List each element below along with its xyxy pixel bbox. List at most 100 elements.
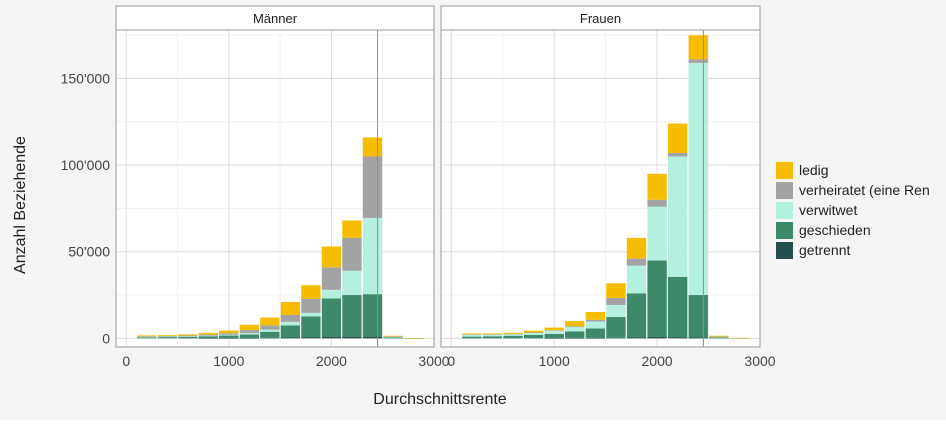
bar-segment-verheiratet bbox=[482, 334, 503, 335]
bar-segment-ledig bbox=[301, 285, 321, 300]
bar-segment-verheiratet bbox=[137, 336, 157, 337]
bar-segment-geschieden bbox=[688, 295, 708, 338]
bar-segment-geschieden bbox=[342, 295, 362, 337]
legend: ledig verheiratet (eine Ren verwitwet ge… bbox=[776, 160, 946, 260]
bar-segment-geschieden bbox=[462, 336, 482, 339]
panel-background bbox=[116, 30, 434, 347]
bar-segment-getrennt bbox=[565, 337, 585, 339]
bar-segment-verwitwet bbox=[482, 334, 503, 337]
legend-key-getrennt bbox=[776, 241, 793, 259]
bar-segment-getrennt bbox=[362, 336, 383, 339]
bar-segment-getrennt bbox=[606, 337, 626, 339]
y-tick-label: 100'000 bbox=[61, 157, 111, 173]
bar-segment-verheiratet bbox=[260, 325, 280, 330]
bar-segment-ledig bbox=[667, 123, 688, 153]
bar-segment-verheiratet bbox=[342, 237, 362, 271]
panel-background bbox=[441, 30, 760, 347]
bar-segment-ledig bbox=[219, 330, 239, 334]
bar-segment-verheiratet bbox=[585, 319, 606, 322]
bar-segment-verwitwet bbox=[709, 336, 729, 338]
bar-segment-ledig bbox=[403, 337, 424, 339]
bar-segment-verwitwet bbox=[688, 62, 708, 296]
facet-title: Frauen bbox=[580, 11, 621, 26]
bar-segment-verheiratet bbox=[688, 59, 708, 63]
bar-segment-verwitwet bbox=[321, 289, 342, 299]
bar-segment-getrennt bbox=[260, 337, 280, 339]
bar-segment-geschieden bbox=[301, 316, 321, 338]
bar-segment-verheiratet bbox=[239, 330, 260, 334]
legend-label-verheiratet: verheiratet (eine Ren bbox=[799, 182, 930, 198]
bar-segment-verheiratet bbox=[565, 326, 585, 328]
bar-segment-verheiratet bbox=[462, 334, 482, 335]
panel-frauen: Frauen 0 1000 2000 3000 bbox=[440, 5, 776, 369]
bar-segment-verwitwet bbox=[626, 265, 647, 294]
bar-segment-geschieden bbox=[137, 337, 157, 339]
x-axis-label: Durchschnittsrente bbox=[373, 391, 506, 408]
y-tick-label: 0 bbox=[102, 330, 110, 346]
bar-segment-verwitwet bbox=[523, 332, 544, 335]
bar-segment-ledig bbox=[503, 332, 523, 334]
bar-segment-geschieden bbox=[606, 317, 626, 338]
bar-segment-verwitwet bbox=[503, 334, 523, 336]
bar-segment-verwitwet bbox=[362, 217, 383, 295]
bar-segment-verheiratet bbox=[647, 199, 667, 207]
x-tick-label: 1000 bbox=[539, 353, 570, 369]
bar-segment-ledig bbox=[729, 337, 750, 339]
bar-segment-ledig bbox=[157, 335, 177, 336]
bar-segment-verheiratet bbox=[503, 333, 523, 335]
bar-segment-verheiratet bbox=[626, 258, 647, 266]
bar-segment-ledig bbox=[688, 35, 708, 60]
bar-segment-geschieden bbox=[565, 331, 585, 338]
bar-segment-ledig bbox=[544, 327, 564, 331]
bar-segment-geschieden bbox=[626, 293, 647, 338]
bar-segment-getrennt bbox=[219, 338, 239, 339]
bar-segment-getrennt bbox=[667, 337, 688, 339]
bar-segment-getrennt bbox=[688, 337, 708, 339]
legend-label-geschieden: geschieden bbox=[799, 222, 871, 238]
bar-segment-ledig bbox=[647, 173, 667, 200]
bar-segment-verheiratet bbox=[362, 156, 383, 218]
bar-segment-verwitwet bbox=[342, 270, 362, 296]
bar-segment-verheiratet bbox=[523, 332, 544, 333]
bar-segment-ledig bbox=[565, 321, 585, 327]
bar-segment-verheiratet bbox=[198, 334, 218, 336]
legend-item-ledig: ledig bbox=[776, 160, 946, 180]
legend-item-geschieden: geschieden bbox=[776, 220, 946, 240]
bar-segment-ledig bbox=[585, 312, 606, 320]
panel-männer: Männer 0 1000 2000 3000 0 50'000 100'000 150'000 bbox=[61, 5, 450, 369]
bar-segment-verwitwet bbox=[219, 334, 239, 336]
bar-segment-verwitwet bbox=[280, 321, 301, 326]
y-axis-label: Anzahl Beziehende bbox=[12, 136, 29, 274]
bar-segment-ledig bbox=[606, 283, 626, 298]
x-tick-label: 1000 bbox=[213, 353, 244, 369]
bar-segment-verwitwet bbox=[137, 336, 157, 338]
bar-segment-verwitwet bbox=[667, 156, 688, 277]
legend-key-verheiratet bbox=[776, 181, 793, 199]
bar-segment-ledig bbox=[482, 333, 503, 335]
facet-strip bbox=[115, 5, 435, 31]
bar-segment-geschieden bbox=[239, 334, 260, 338]
bar-segment-ledig bbox=[383, 335, 403, 337]
bar-segment-verheiratet bbox=[301, 299, 321, 313]
legend-label-ledig: ledig bbox=[799, 162, 829, 178]
bar-segment-getrennt bbox=[544, 338, 564, 339]
legend-item-verwitwet: verwitwet bbox=[776, 200, 946, 220]
bar-segment-verheiratet bbox=[178, 335, 198, 337]
bar-segment-verheiratet bbox=[667, 152, 688, 157]
bar-segment-geschieden bbox=[157, 337, 177, 339]
legend-key-geschieden bbox=[776, 221, 793, 239]
bar-segment-verwitwet bbox=[260, 329, 280, 332]
bar-segment-ledig bbox=[137, 335, 157, 337]
bar-segment-geschieden bbox=[383, 337, 403, 339]
bar-segment-verwitwet bbox=[239, 333, 260, 335]
bar-segment-getrennt bbox=[198, 338, 218, 339]
x-tick-label: 2000 bbox=[642, 353, 673, 369]
bar-segment-verheiratet bbox=[383, 336, 403, 337]
bar-segment-ledig bbox=[523, 330, 544, 333]
bar-segment-verwitwet bbox=[585, 321, 606, 329]
bar-segment-geschieden bbox=[503, 335, 523, 339]
bar-segment-getrennt bbox=[321, 336, 342, 339]
bar-segment-geschieden bbox=[647, 260, 667, 337]
